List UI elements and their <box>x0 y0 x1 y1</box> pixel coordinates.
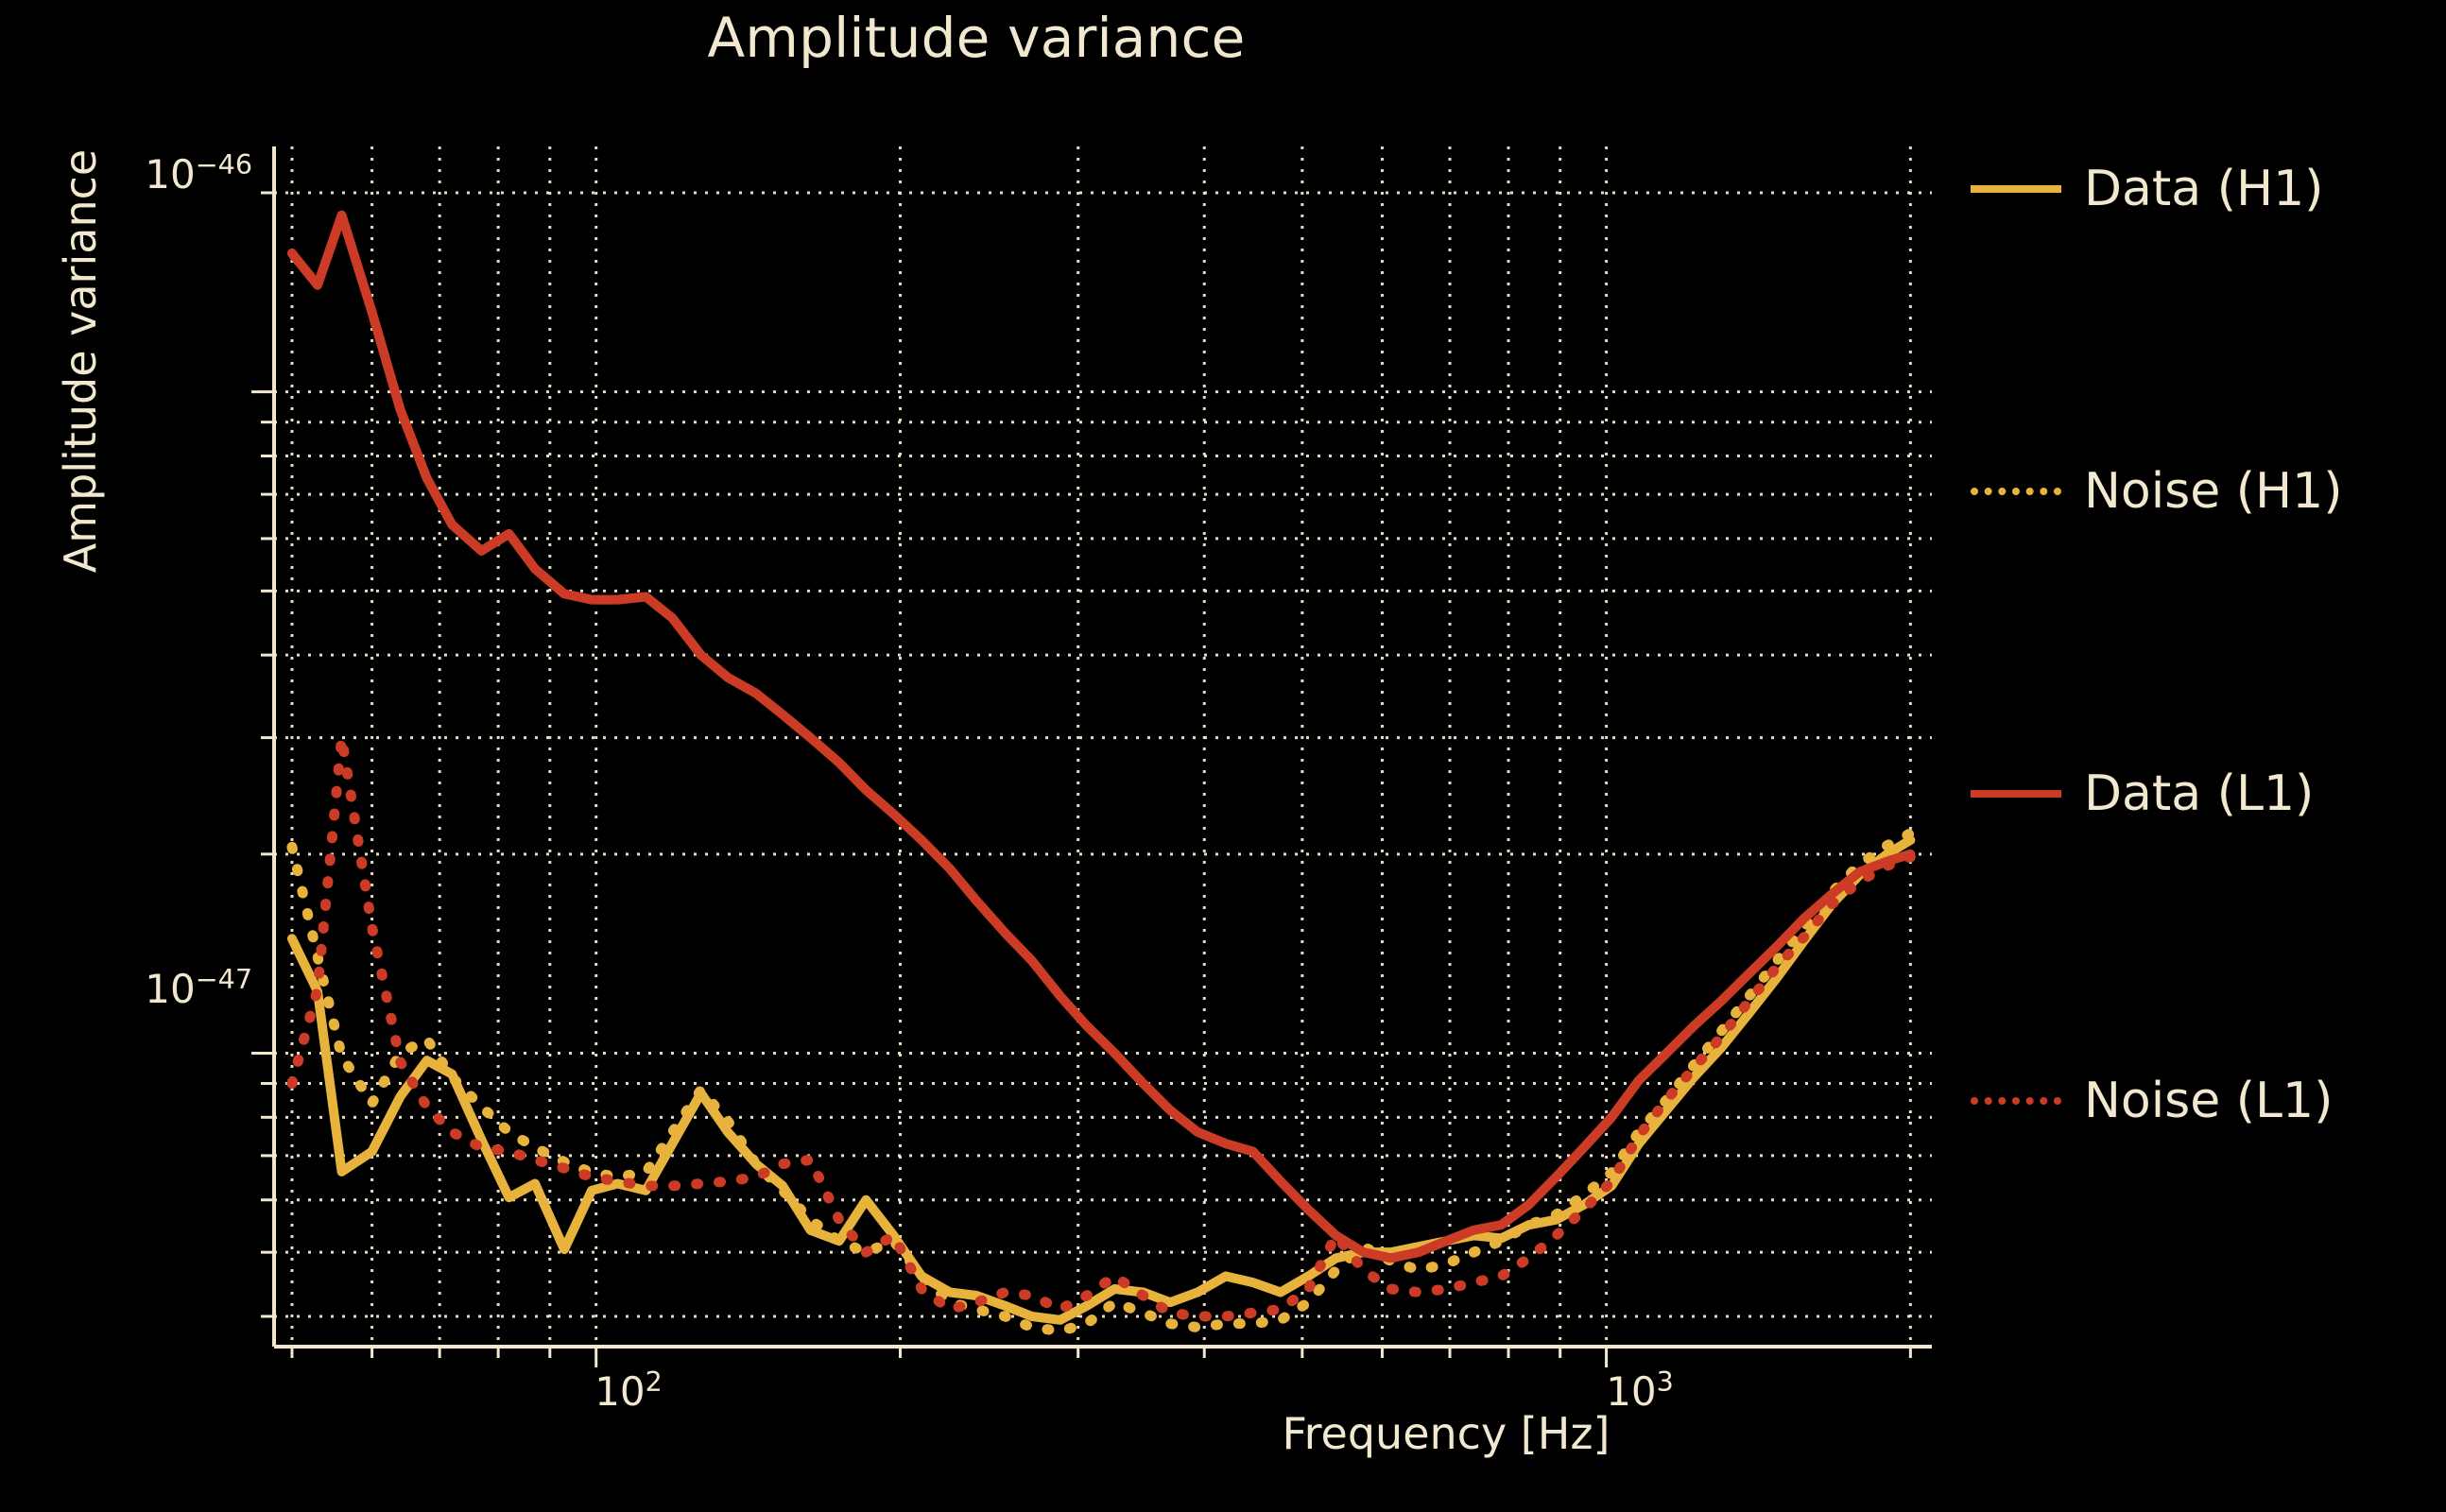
axis-spines <box>272 146 1932 1349</box>
legend-label: Noise (L1) <box>2084 1073 2334 1129</box>
chart-title: Amplitude variance <box>707 6 1246 70</box>
x-tick-exponent: 2 <box>645 1366 663 1398</box>
x-tick-exponent: 3 <box>1656 1366 1674 1398</box>
data-series-layer <box>286 210 1916 1337</box>
series-line <box>286 210 1916 1263</box>
x-tick-mantissa: 10 <box>1606 1368 1657 1415</box>
legend-label: Data (L1) <box>2084 765 2315 822</box>
x-tick-label-1e3: 103 <box>1545 1368 1734 1415</box>
axis-ticks <box>251 191 1912 1367</box>
y-tick-mantissa: 10 <box>145 151 196 198</box>
y-tick-mantissa: 10 <box>145 966 196 1012</box>
legend-label: Noise (H1) <box>2084 463 2343 520</box>
series-line <box>286 835 1916 1325</box>
legend-item[interactable]: Noise (L1) <box>1971 1063 2333 1139</box>
legend-item[interactable]: Data (H1) <box>1971 151 2323 227</box>
y-tick-label-1e-47: 10−47 <box>0 966 252 1012</box>
legend-swatch-solid-icon <box>1971 790 2061 798</box>
series-line <box>286 732 1916 1322</box>
y-tick-exponent: −46 <box>195 148 252 180</box>
legend-swatch-dotted-icon <box>1971 1097 2061 1105</box>
legend-label: Data (H1) <box>2084 161 2324 217</box>
chart-legend: Data (H1) Noise (H1) Data (L1) Noise (L1) <box>1971 142 2443 1323</box>
x-tick-mantissa: 10 <box>594 1368 646 1415</box>
x-axis-label: Frequency [Hz] <box>1282 1408 1611 1459</box>
legend-swatch-solid-icon <box>1971 185 2061 193</box>
y-tick-label-1e-46: 10−46 <box>0 151 252 198</box>
legend-item[interactable]: Noise (H1) <box>1971 454 2343 529</box>
x-tick-label-1e2: 102 <box>534 1368 723 1415</box>
y-tick-exponent: −47 <box>195 963 252 995</box>
grid-layer <box>274 146 1932 1347</box>
legend-item[interactable]: Data (L1) <box>1971 756 2314 832</box>
series-line <box>286 828 1916 1337</box>
legend-swatch-dotted-icon <box>1971 488 2061 495</box>
